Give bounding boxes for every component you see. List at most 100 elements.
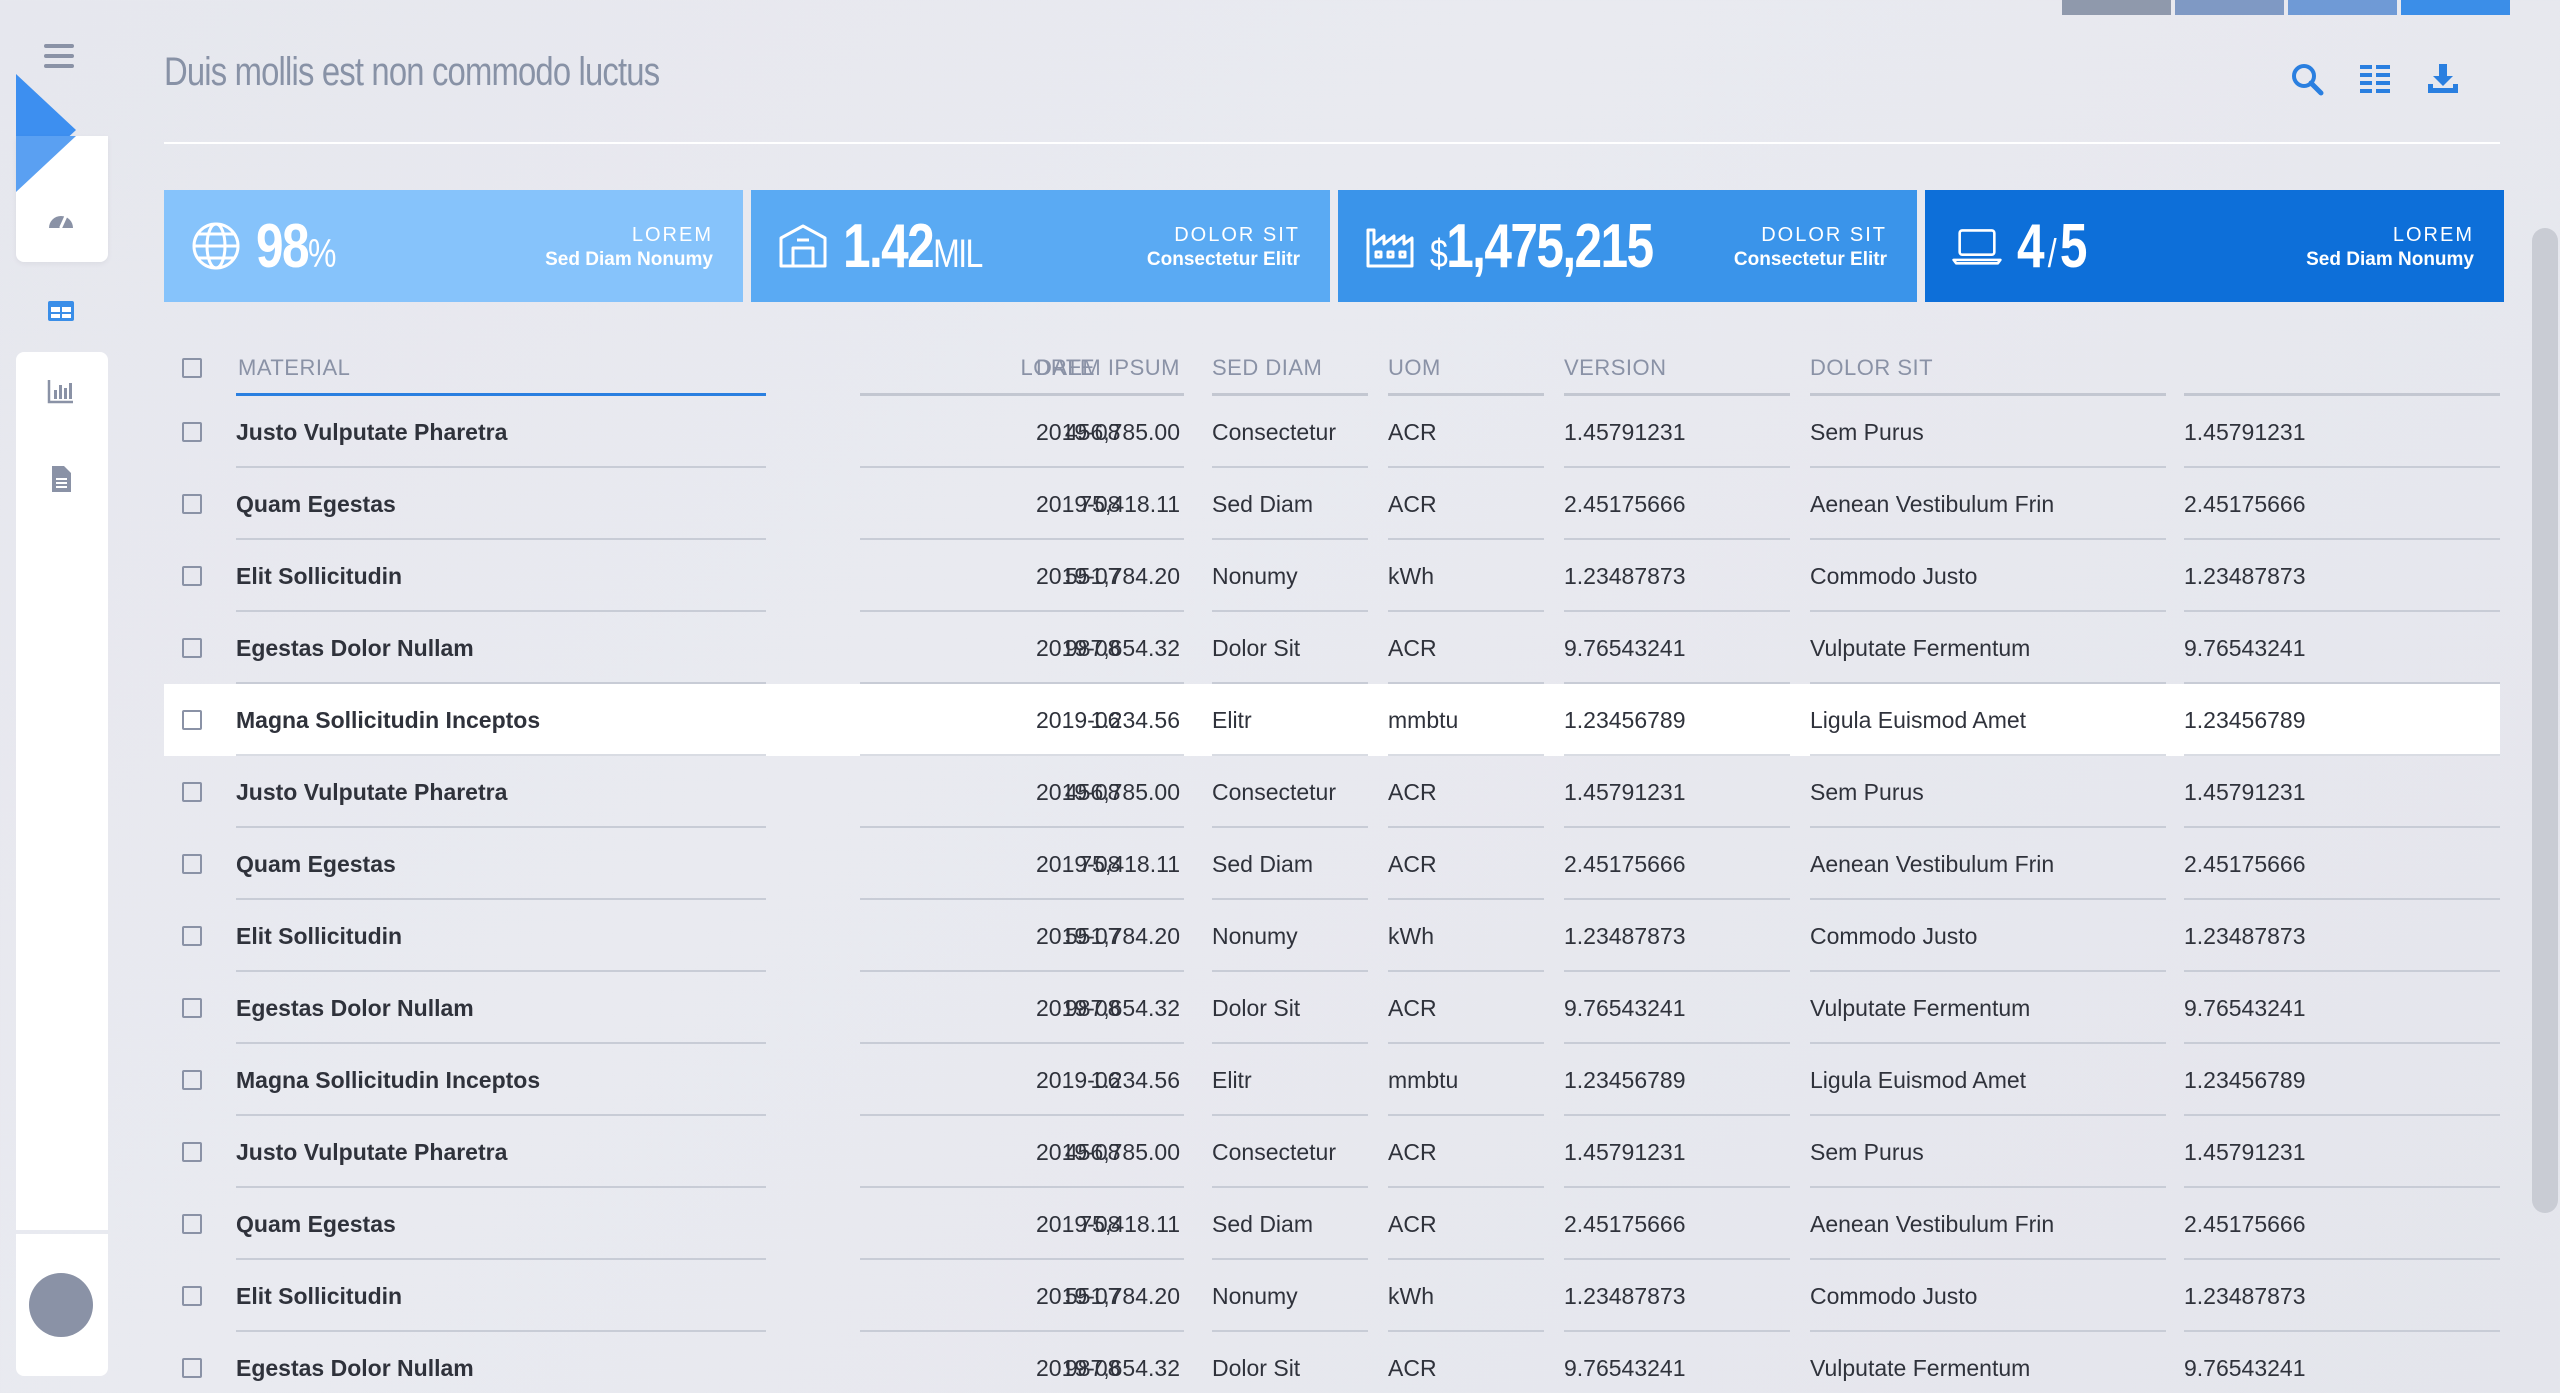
table-row[interactable]: Elit Sollicitudin 551,784.20 2019-07 Nonumy… (164, 1260, 2500, 1332)
cell-lorem-ipsum: 987,654.32 (696, 1332, 1184, 1393)
row-checkbox[interactable] (164, 1044, 220, 1116)
table-row[interactable]: Quam Egestas 75,418.11 2019-08 Sed Diam ACR 2… (164, 468, 2500, 540)
header-actions (2290, 62, 2460, 96)
cell-uom: ACR (1388, 1332, 1544, 1393)
row-checkbox[interactable] (164, 900, 220, 972)
cell-uom: kWh (1388, 1260, 1544, 1332)
table-row[interactable]: Egestas Dolor Nullam 987,654.32 2019-08 Dol… (164, 612, 2500, 684)
row-checkbox[interactable] (164, 396, 220, 468)
cell-uom: ACR (1388, 756, 1544, 828)
cell-version: 2.45175666 (1564, 828, 1790, 900)
table-row[interactable]: Justo Vulputate Pharetra 456,785.00 2019-0… (164, 1116, 2500, 1188)
row-checkbox[interactable] (164, 1188, 220, 1260)
cell-lorem-ipsum: 551,784.20 (696, 540, 1184, 612)
row-checkbox[interactable] (164, 684, 220, 756)
row-checkbox[interactable] (164, 972, 220, 1044)
cell-material: Egestas Dolor Nullam (236, 1332, 766, 1393)
table-row[interactable]: Magna Sollicitudin Inceptos 1.234.56 2019-… (164, 684, 2500, 756)
vertical-scrollbar[interactable] (2532, 228, 2558, 1213)
table-icon[interactable] (46, 296, 76, 326)
table-row[interactable]: Egestas Dolor Nullam 987,654.32 2019-08 Dol… (164, 972, 2500, 1044)
kpi-card[interactable]: 1.42MIL DOLOR SIT Consectetur Elitr (751, 190, 1330, 302)
table-row[interactable]: Quam Egestas 75,418.11 2019-08 Sed Diam ACR 2… (164, 1188, 2500, 1260)
column-header-dolor-sit[interactable]: DOLOR SIT (1810, 340, 2166, 396)
cell-extra: 1.45791231 (2184, 756, 2500, 828)
cell-dolor-sit: Commodo Justo (1810, 540, 2166, 612)
cell-version: 9.76543241 (1564, 1332, 1790, 1393)
cell-dolor-sit: Sem Purus (1810, 1116, 2166, 1188)
cell-sed-diam: Elitr (1212, 684, 1368, 756)
cell-lorem-ipsum: 456,785.00 (696, 756, 1184, 828)
row-checkbox[interactable] (164, 756, 220, 828)
cell-lorem-ipsum: 987,654.32 (696, 972, 1184, 1044)
kpi-title: LOREM (2392, 224, 2474, 246)
row-checkbox[interactable] (164, 468, 220, 540)
cell-dolor-sit: Commodo Justo (1810, 1260, 2166, 1332)
kpi-unit: % (307, 231, 336, 276)
cell-sed-diam: Sed Diam (1212, 828, 1368, 900)
cell-uom: ACR (1388, 396, 1544, 468)
cell-extra: 1.23456789 (2184, 684, 2500, 756)
table-header: MATERIAL LOREM IPSUM DATE SED DIAM UOM V… (164, 340, 2500, 396)
table-row[interactable]: Egestas Dolor Nullam 987,654.32 2019-08 Dol… (164, 1332, 2500, 1393)
gauge-icon[interactable] (46, 206, 76, 236)
search-icon[interactable] (2290, 62, 2324, 96)
kpi-card[interactable]: $1,475,215 DOLOR SIT Consectetur Elitr (1338, 190, 1917, 302)
row-checkbox[interactable] (164, 1260, 220, 1332)
cell-uom: ACR (1388, 468, 1544, 540)
row-checkbox[interactable] (164, 1332, 220, 1393)
cell-sed-diam: Elitr (1212, 1044, 1368, 1116)
cell-version: 2.45175666 (1564, 1188, 1790, 1260)
table-row[interactable]: Justo Vulputate Pharetra 456,785.00 2019-0… (164, 396, 2500, 468)
kpi-separator: / (2047, 231, 2057, 276)
row-checkbox[interactable] (164, 1116, 220, 1188)
cell-extra: 2.45175666 (2184, 828, 2500, 900)
header-divider (164, 142, 2500, 144)
kpi-card[interactable]: 98% LOREM Sed Diam Nonumy (164, 190, 743, 302)
top-tabs (2062, 0, 2510, 15)
cell-lorem-ipsum: 1.234.56 (696, 684, 1184, 756)
cell-lorem-ipsum: 75,418.11 (696, 468, 1184, 540)
user-avatar[interactable] (29, 1273, 93, 1337)
top-tab-2[interactable] (2175, 0, 2284, 15)
page-title: Duis mollis est non commodo luctus (164, 50, 660, 94)
table-row[interactable]: Quam Egestas 75,418.11 2019-08 Sed Diam ACR 2… (164, 828, 2500, 900)
download-icon[interactable] (2426, 62, 2460, 96)
cell-version: 1.23487873 (1564, 540, 1790, 612)
column-header-version[interactable]: VERSION (1564, 340, 1790, 396)
column-header-sed-diam[interactable]: SED DIAM (1212, 340, 1368, 396)
cell-dolor-sit: Vulputate Fermentum (1810, 612, 2166, 684)
select-all-checkbox[interactable] (164, 340, 220, 396)
top-tab-1[interactable] (2062, 0, 2171, 15)
table-row[interactable]: Elit Sollicitudin 551,784.20 2019-07 Nonumy… (164, 900, 2500, 972)
row-checkbox[interactable] (164, 612, 220, 684)
bar-chart-icon[interactable] (46, 376, 76, 406)
table-row[interactable]: Elit Sollicitudin 551,784.20 2019-07 Nonumy… (164, 540, 2500, 612)
document-icon[interactable] (46, 464, 76, 494)
cell-dolor-sit: Aenean Vestibulum Frin (1810, 828, 2166, 900)
column-header-lorem-ipsum[interactable]: LOREM IPSUM (696, 340, 1184, 396)
cell-sed-diam: Consectetur (1212, 1116, 1368, 1188)
cell-extra: 2.45175666 (2184, 468, 2500, 540)
globe-icon (192, 222, 240, 270)
table-row[interactable]: Justo Vulputate Pharetra 456,785.00 2019-0… (164, 756, 2500, 828)
column-header-uom[interactable]: UOM (1388, 340, 1544, 396)
columns-icon[interactable] (2358, 62, 2392, 96)
column-header-extra[interactable] (2184, 340, 2500, 396)
top-tab-4[interactable] (2401, 0, 2510, 15)
kpi-card[interactable]: 4/5 LOREM Sed Diam Nonumy (1925, 190, 2504, 302)
cell-sed-diam: Dolor Sit (1212, 972, 1368, 1044)
row-checkbox[interactable] (164, 828, 220, 900)
kpi-title: LOREM (631, 224, 713, 246)
top-tab-3[interactable] (2288, 0, 2397, 15)
row-checkbox[interactable] (164, 540, 220, 612)
column-header-date[interactable]: DATE (1036, 340, 1182, 396)
hamburger-menu-icon[interactable] (44, 44, 74, 68)
kpi-value: 98 (256, 211, 310, 281)
cell-extra: 2.45175666 (2184, 1188, 2500, 1260)
table-body: Justo Vulputate Pharetra 456,785.00 2019-0… (164, 396, 2500, 1393)
cell-date: 2019-07 (1036, 1260, 1182, 1332)
cell-extra: 9.76543241 (2184, 972, 2500, 1044)
column-header-material[interactable]: MATERIAL (236, 340, 766, 396)
table-row[interactable]: Magna Sollicitudin Inceptos 1.234.56 2019-… (164, 1044, 2500, 1116)
